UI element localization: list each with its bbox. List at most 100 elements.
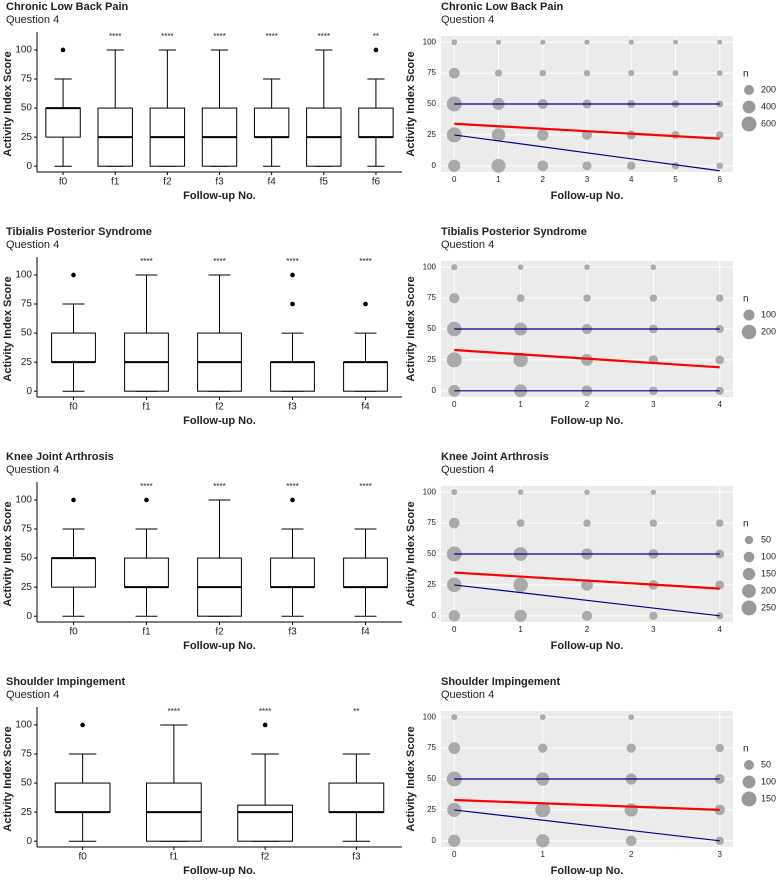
y-tick-label: 0 (432, 611, 437, 620)
bubble-point (583, 519, 591, 527)
bubble-point (581, 579, 593, 591)
y-axis-title: Activity Index Score (405, 51, 417, 156)
x-axis-title: Follow-up No. (551, 865, 624, 877)
legend-symbol (742, 584, 756, 598)
y-axis-title: Activity Index Score (2, 276, 14, 381)
x-tick-label: f2 (261, 852, 270, 863)
chart-subtitle: Question 4 (6, 14, 59, 26)
significance-label: **** (213, 482, 225, 491)
legend-title: n (743, 69, 749, 80)
bubble-point (628, 39, 634, 45)
x-tick-label: f3 (352, 852, 361, 863)
y-tick-label: 0 (26, 161, 32, 172)
trend-line (454, 122, 720, 140)
legend-symbol (744, 760, 754, 770)
legend-label: 100 (761, 309, 776, 319)
x-tick-label: f1 (142, 627, 151, 638)
bubble-point (715, 519, 724, 527)
x-tick-label: f4 (361, 402, 370, 413)
chart-subtitle: Question 4 (441, 239, 494, 251)
outlier (363, 301, 368, 307)
bubble-point (627, 161, 636, 171)
bubble-point (448, 610, 460, 622)
outlier (80, 722, 85, 728)
bubble-point (448, 159, 461, 172)
bubble-point (539, 69, 546, 77)
y-axis-title: Activity Index Score (405, 501, 417, 606)
x-axis-title: Follow-up No. (183, 415, 256, 427)
bubble-point (649, 611, 658, 621)
box (343, 557, 388, 588)
y-tick-label: 25 (21, 582, 33, 593)
box (270, 361, 315, 392)
box (51, 332, 96, 363)
outlier (144, 497, 149, 503)
chart-title: Shoulder Impingement (441, 676, 561, 688)
significance-label: **** (359, 482, 371, 491)
chart-title: Chronic Low Back Pain (6, 1, 129, 13)
legend-symbol (744, 535, 754, 545)
y-tick-label: 100 (15, 45, 32, 56)
bubble-point (495, 39, 502, 45)
bubble-point (624, 803, 638, 817)
y-tick-label: 100 (423, 37, 437, 46)
bubble-point (516, 519, 525, 527)
chart-subtitle: Question 4 (441, 464, 494, 476)
x-axis-title: Follow-up No. (183, 190, 256, 202)
trend-line (454, 584, 720, 617)
bubble-point (491, 128, 506, 142)
box (343, 361, 388, 392)
significance-label: **** (265, 32, 277, 41)
legend-symbol (743, 551, 755, 563)
x-tick-label: 1 (496, 175, 501, 184)
y-tick-label: 100 (15, 495, 32, 506)
chart-subtitle: Question 4 (6, 689, 59, 701)
y-tick-label: 0 (26, 611, 32, 622)
bubble-point (628, 70, 635, 77)
bubble-point (628, 714, 635, 721)
legend-symbol (741, 600, 757, 616)
bubble-point (451, 39, 458, 46)
bubble-point (513, 577, 528, 593)
bubble-point (715, 355, 725, 365)
x-tick-label: f3 (288, 627, 297, 638)
x-tick-label: f6 (372, 177, 381, 188)
trend-line (454, 134, 720, 172)
bubble-point (716, 70, 723, 76)
x-tick-label: f0 (78, 852, 87, 863)
bubble-point (673, 39, 678, 45)
bubble-point (582, 161, 592, 171)
y-tick-label: 50 (21, 553, 33, 564)
bubble-point (517, 264, 524, 270)
legend-label: 100 (761, 776, 776, 786)
bubble-point (449, 292, 460, 304)
bubble-point (517, 489, 524, 495)
x-tick-label: f1 (170, 852, 179, 863)
box (45, 107, 81, 138)
legend-label: 250 (761, 602, 776, 612)
bubble-point (451, 714, 458, 721)
bubble-point (672, 70, 679, 77)
bubble-point (516, 294, 525, 302)
x-tick-label: 0 (452, 625, 457, 634)
chart-title: Knee Joint Arthrosis (441, 451, 549, 463)
legend-label: 600 (761, 118, 776, 128)
bubble-point (491, 158, 506, 173)
y-tick-label: 100 (15, 720, 32, 731)
legend-title: n (743, 744, 749, 755)
y-tick-label: 75 (21, 299, 33, 310)
y-tick-label: 50 (427, 774, 436, 783)
y-axis-title: Activity Index Score (405, 276, 417, 381)
x-tick-label: f0 (69, 402, 78, 413)
x-tick-label: 0 (452, 175, 457, 184)
trend-line (454, 348, 720, 369)
chart-subtitle: Question 4 (6, 239, 59, 251)
bubble-point (584, 264, 590, 270)
outlier (60, 47, 66, 53)
x-tick-label: f1 (142, 402, 151, 413)
trend-line (454, 571, 720, 590)
x-tick-label: f3 (288, 402, 297, 413)
significance-label: **** (161, 32, 173, 41)
bubble-point (536, 834, 550, 848)
